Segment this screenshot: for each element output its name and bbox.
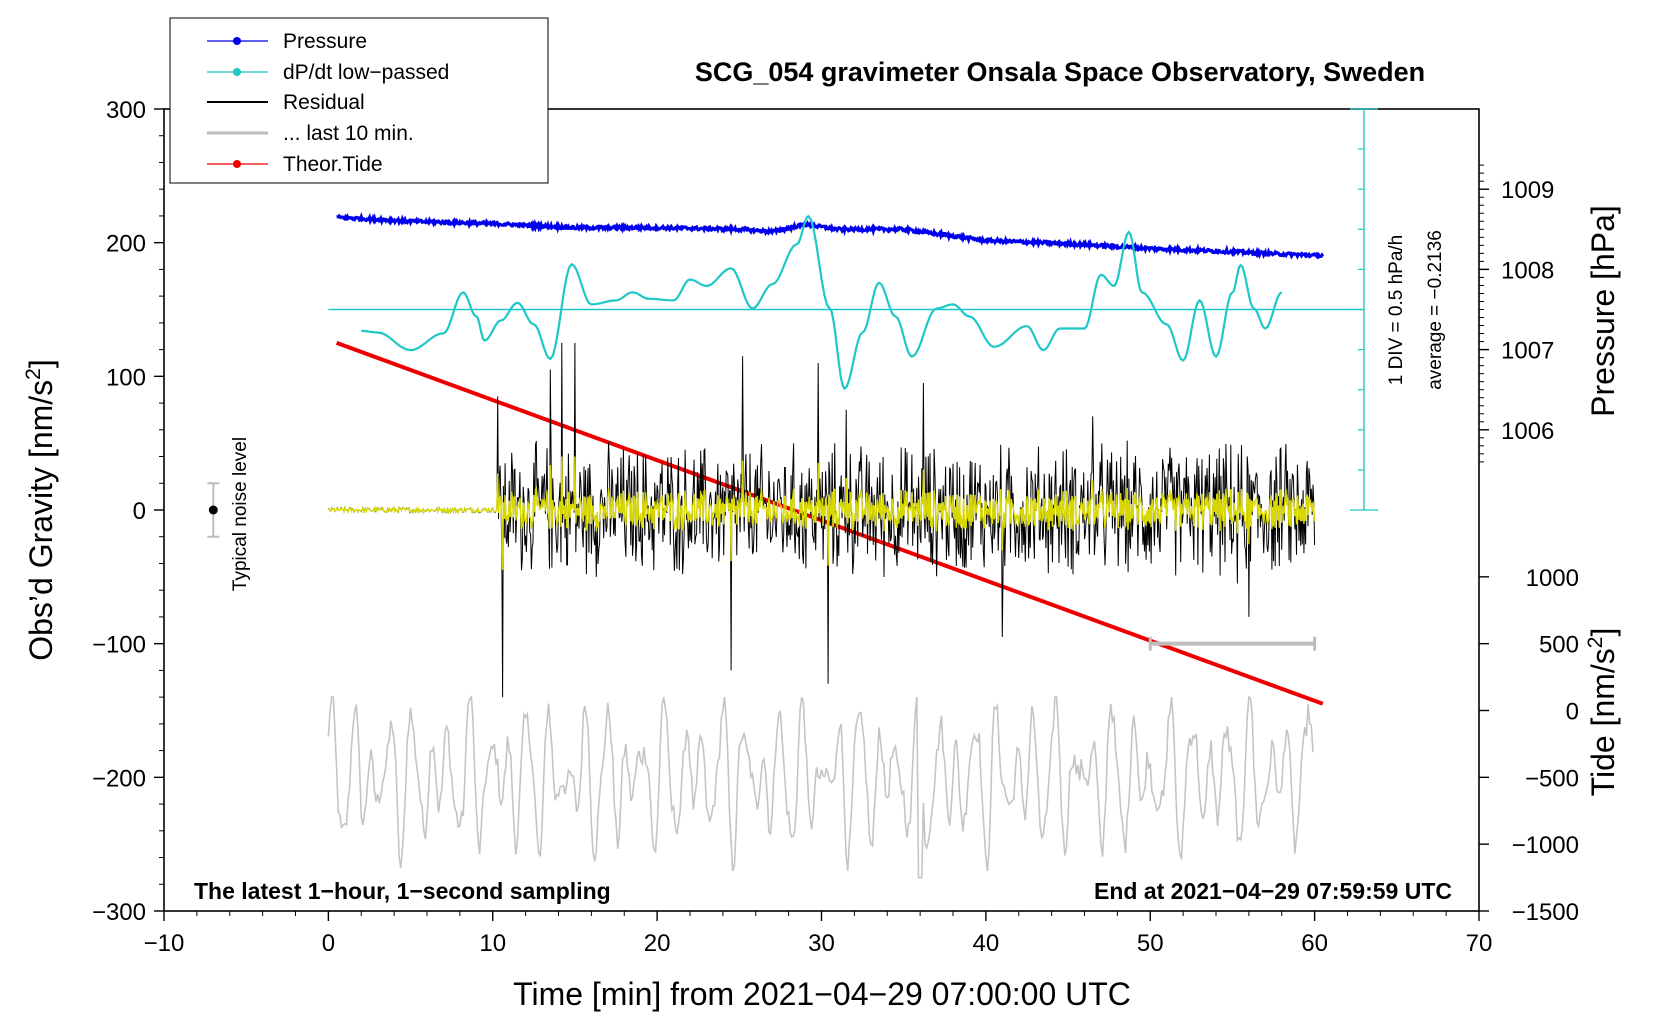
chart-title: SCG_054 gravimeter Onsala Space Observat… bbox=[695, 57, 1425, 87]
pressure-line bbox=[336, 211, 1325, 260]
y-axis-title-pressure: Pressure [hPa] bbox=[1585, 205, 1621, 417]
legend-label-dpdt: dP/dt low−passed bbox=[283, 61, 449, 84]
legend: Pressure dP/dt low−passed Residual ... l… bbox=[169, 17, 549, 184]
footer-sampling-note: The latest 1−hour, 1−second sampling bbox=[194, 878, 611, 904]
x-tick-label: −10 bbox=[144, 930, 185, 957]
pressure-tick-label: 1009 bbox=[1501, 177, 1554, 204]
tide-tick-label: −1500 bbox=[1512, 899, 1579, 926]
y-tick-label: 100 bbox=[106, 364, 146, 391]
legend-label-residual: Residual bbox=[283, 91, 365, 114]
last-10-min-line bbox=[327, 695, 1314, 879]
x-tick-label: 20 bbox=[644, 930, 671, 957]
dpdt-scale-label: 1 DIV = 0.5 hPa/h bbox=[1386, 235, 1407, 386]
legend-label-pressure: Pressure bbox=[283, 30, 367, 53]
x-tick-label: 30 bbox=[808, 930, 835, 957]
legend-marker-dpdt bbox=[233, 68, 241, 76]
residual-smoothed-line bbox=[327, 456, 1316, 570]
tide-tick-label: 1000 bbox=[1526, 565, 1579, 592]
noise-center-dot bbox=[208, 505, 218, 515]
x-tick-label: 0 bbox=[322, 930, 335, 957]
legend-entry-theor-tide: Theor.Tide bbox=[207, 153, 383, 176]
y-tick-label: 300 bbox=[106, 97, 146, 124]
y-tick-label: 0 bbox=[133, 498, 146, 525]
legend-entry-last-10-min: ... last 10 min. bbox=[207, 122, 414, 145]
y-tick-label: −200 bbox=[92, 765, 146, 792]
legend-marker-pressure bbox=[233, 37, 241, 45]
axes-layer: −10 0 10 20 30 40 50 60 703002001000−100−200−300… bbox=[92, 97, 1579, 957]
tide-tick-label: −500 bbox=[1525, 765, 1579, 792]
legend-entry-dpdt: dP/dt low−passed bbox=[207, 61, 449, 84]
legend-label-theor-tide: Theor.Tide bbox=[283, 153, 383, 176]
dpdt-line bbox=[361, 214, 1283, 391]
tide-tick-label: −1000 bbox=[1512, 832, 1579, 859]
x-tick-label: 50 bbox=[1137, 930, 1164, 957]
pressure-tick-label: 1006 bbox=[1501, 418, 1554, 445]
x-tick-label: 70 bbox=[1466, 930, 1493, 957]
y-tick-label: −300 bbox=[92, 899, 146, 926]
tide-tick-label: 500 bbox=[1539, 632, 1579, 659]
dpdt-average-label: average = −0.2136 bbox=[1425, 230, 1446, 390]
legend-entry-pressure: Pressure bbox=[207, 30, 367, 53]
x-tick-label: 40 bbox=[973, 930, 1000, 957]
legend-label-last-10-min: ... last 10 min. bbox=[283, 122, 414, 145]
y-axis-title-tide: Tide [nm/s2] bbox=[1584, 628, 1621, 797]
legend-marker-theor-tide bbox=[233, 160, 241, 168]
x-axis-title: Time [min] from 2021−04−29 07:00:00 UTC bbox=[513, 976, 1131, 1012]
pressure-tick-label: 1008 bbox=[1501, 257, 1554, 284]
footer-end-time: End at 2021−04−29 07:59:59 UTC bbox=[1094, 878, 1452, 904]
y-axis-title-left: Obs’d Gravity [nm/s2] bbox=[22, 359, 59, 661]
y-tick-label: −100 bbox=[92, 632, 146, 659]
series-layer bbox=[207, 108, 1378, 879]
legend-box bbox=[169, 17, 549, 184]
tide-tick-label: 0 bbox=[1566, 699, 1579, 726]
pressure-tick-label: 1007 bbox=[1501, 338, 1554, 365]
noise-level-label: Typical noise level bbox=[230, 437, 251, 591]
y-tick-label: 200 bbox=[106, 231, 146, 258]
x-tick-label: 10 bbox=[479, 930, 506, 957]
legend-entry-residual: Residual bbox=[207, 91, 365, 114]
x-tick-label: 60 bbox=[1301, 930, 1328, 957]
